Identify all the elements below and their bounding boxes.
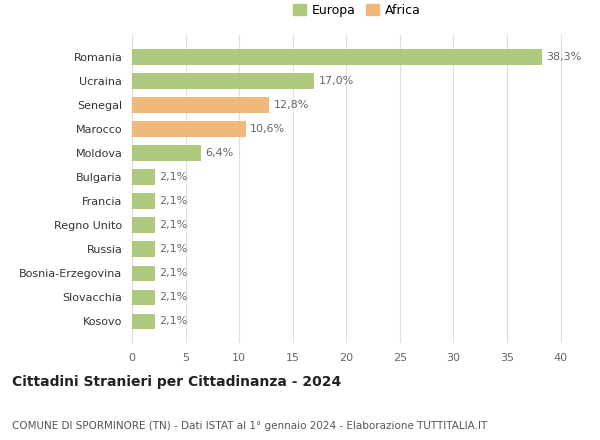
Text: 17,0%: 17,0% [319,76,353,86]
Text: 2,1%: 2,1% [159,316,187,326]
Text: 2,1%: 2,1% [159,220,187,230]
Bar [132,121,245,137]
Text: 12,8%: 12,8% [274,100,309,110]
Text: 2,1%: 2,1% [159,196,187,206]
Bar [132,217,155,233]
Text: 38,3%: 38,3% [547,52,582,62]
Bar [132,169,155,185]
Bar [132,49,542,65]
Bar [132,290,155,305]
Text: 2,1%: 2,1% [159,172,187,182]
Text: COMUNE DI SPORMINORE (TN) - Dati ISTAT al 1° gennaio 2024 - Elaborazione TUTTITA: COMUNE DI SPORMINORE (TN) - Dati ISTAT a… [12,421,487,431]
Text: Cittadini Stranieri per Cittadinanza - 2024: Cittadini Stranieri per Cittadinanza - 2… [12,375,341,389]
Bar [132,145,200,161]
Bar [132,265,155,281]
Bar [132,242,155,257]
Text: 10,6%: 10,6% [250,124,285,134]
Bar [132,73,314,89]
Bar [132,314,155,329]
Bar [132,194,155,209]
Legend: Europa, Africa: Europa, Africa [291,1,423,19]
Text: 2,1%: 2,1% [159,268,187,279]
Text: 6,4%: 6,4% [205,148,233,158]
Bar [132,97,269,113]
Text: 2,1%: 2,1% [159,292,187,302]
Text: 2,1%: 2,1% [159,244,187,254]
